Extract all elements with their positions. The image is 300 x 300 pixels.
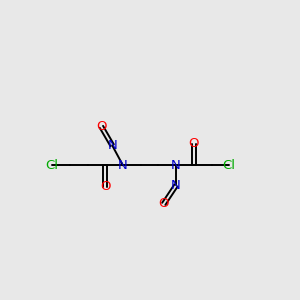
Text: N: N <box>118 159 128 172</box>
Text: N: N <box>171 159 181 172</box>
Text: O: O <box>158 197 169 210</box>
Text: N: N <box>171 179 181 192</box>
Text: O: O <box>188 137 199 150</box>
Text: Cl: Cl <box>223 159 236 172</box>
Text: Cl: Cl <box>46 159 59 172</box>
Text: O: O <box>96 120 106 134</box>
Text: O: O <box>100 180 110 194</box>
Text: N: N <box>107 139 117 152</box>
